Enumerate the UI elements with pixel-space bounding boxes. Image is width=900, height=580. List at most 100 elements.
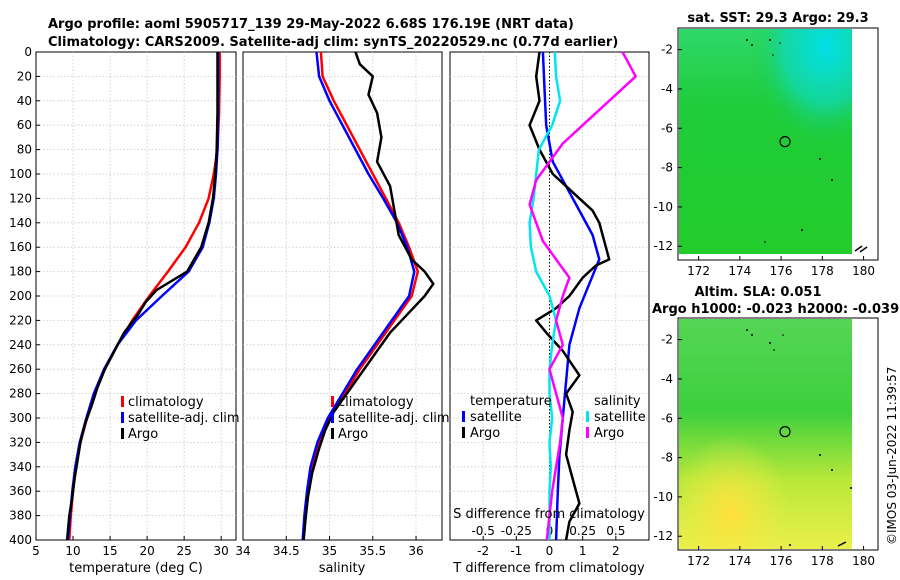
salinity-panel: 34 34.5 35 35.5 36 salinity climatology sate… xyxy=(235,51,450,576)
map-x-tick-label: 180 xyxy=(852,264,875,278)
difference-s-label: S difference from climatology xyxy=(453,507,645,522)
temperature-x-ticks: 5 10 15 20 25 30 xyxy=(32,536,229,558)
x-tick-label: 36 xyxy=(408,544,423,558)
sst-map-y-ticks: -2 -4 -6 -8 -10 -12 xyxy=(653,43,682,253)
temperature-legend: climatology satellite-adj. clim Argo xyxy=(121,395,240,442)
difference-legend: temperature satellite Argo salinity sate… xyxy=(462,394,646,441)
legend-swatch-climatology xyxy=(331,396,334,407)
salinity-x-ticks: 34 34.5 35 35.5 36 xyxy=(235,536,424,558)
temperature-panel: 0 20 40 60 80 100 120 140 160 180 200 220 240 260 280 3… xyxy=(9,45,240,576)
difference-xlabel: T difference from climatology xyxy=(452,561,645,576)
y-tick-label: 360 xyxy=(9,484,32,498)
legend-swatch-s-satellite xyxy=(586,411,589,422)
map-y-tick-label: -6 xyxy=(661,411,673,425)
legend-title-temperature: temperature xyxy=(470,394,552,409)
y-tick-label: 0 xyxy=(24,45,32,59)
temperature-xlabel: temperature (deg C) xyxy=(69,561,203,576)
y-tick-label: 20 xyxy=(17,69,32,83)
sla-argo-position-marker xyxy=(779,426,791,438)
map-y-tick-label: -2 xyxy=(661,333,673,347)
difference-x-ticks: -2 -1 0 1 2 xyxy=(477,536,620,558)
sla-map-title-line1: Altim. SLA: 0.051 xyxy=(695,285,822,300)
s-tick-label: -0.5 xyxy=(471,524,494,538)
legend-swatch-argo xyxy=(331,428,334,439)
y-tick-label: 200 xyxy=(9,289,32,303)
series-line-s-argo xyxy=(528,51,637,541)
y-tick-label: 380 xyxy=(9,509,32,523)
sst-argo-position-marker xyxy=(779,136,791,148)
legend-label-t-satellite: satellite xyxy=(470,410,522,425)
y-tick-label: 120 xyxy=(9,191,32,205)
sla-map-y-ticks: -2 -4 -6 -8 -10 -12 xyxy=(653,333,682,543)
x-tick-label: 35.5 xyxy=(359,544,386,558)
y-tick-label: 240 xyxy=(9,338,32,352)
map-x-tick-label: 178 xyxy=(811,554,834,568)
x-tick-label: 34.5 xyxy=(273,544,300,558)
x-tick-label: -2 xyxy=(477,544,489,558)
map-x-tick-label: 172 xyxy=(687,264,710,278)
sla-map-x-ticks: 172 174 176 178 180 xyxy=(687,546,875,568)
imos-watermark: ©IMOS 03-Jun-2022 11:39:57 xyxy=(885,367,899,545)
map-x-tick-label: 172 xyxy=(687,554,710,568)
series-line-argo xyxy=(65,52,219,541)
temperature-y-ticks: 0 20 40 60 80 100 120 140 160 180 200 220 240 260 280 3… xyxy=(9,45,40,547)
s-tick-label: 0.25 xyxy=(569,524,596,538)
s-tick-label: 0.5 xyxy=(606,524,625,538)
sla-map-title-line2: Argo h1000: -0.023 h2000: -0.039 xyxy=(652,302,899,317)
salinity-lines xyxy=(301,51,435,541)
salinity-legend: climatology satellite-adj. clim Argo xyxy=(331,395,450,442)
map-y-tick-label: -6 xyxy=(661,121,673,135)
y-tick-label: 180 xyxy=(9,265,32,279)
y-tick-label: 340 xyxy=(9,460,32,474)
temperature-grid xyxy=(36,52,236,540)
legend-title-salinity: salinity xyxy=(594,394,641,409)
y-tick-label: 100 xyxy=(9,167,32,181)
y-tick-label: 280 xyxy=(9,387,32,401)
map-y-tick-label: -2 xyxy=(661,43,673,57)
y-tick-label: 80 xyxy=(17,143,32,157)
legend-label-argo: Argo xyxy=(128,427,158,442)
y-tick-label: 220 xyxy=(9,313,32,327)
map-y-tick-label: -4 xyxy=(661,82,673,96)
map-x-tick-label: 178 xyxy=(811,264,834,278)
legend-swatch-argo xyxy=(121,428,124,439)
map-y-tick-label: -12 xyxy=(653,239,673,253)
s-tick-label: -0.25 xyxy=(501,524,532,538)
series-line-satellite-adj-clim xyxy=(301,51,416,541)
x-tick-label: 2 xyxy=(612,544,620,558)
y-tick-label: 300 xyxy=(9,411,32,425)
map-x-tick-label: 174 xyxy=(728,554,751,568)
map-y-tick-label: -12 xyxy=(653,529,673,543)
x-tick-label: 20 xyxy=(139,544,154,558)
legend-label-s-argo: Argo xyxy=(594,426,624,441)
salinity-xlabel: salinity xyxy=(319,561,366,576)
series-line-s-satellite xyxy=(528,51,562,540)
map-y-tick-label: -10 xyxy=(653,490,673,504)
y-tick-label: 260 xyxy=(9,362,32,376)
sla-coastline-islands xyxy=(746,329,852,547)
series-line-climatology xyxy=(302,51,420,541)
sst-map-x-ticks: 172 174 176 178 180 xyxy=(687,256,875,278)
legend-label-climatology: climatology xyxy=(338,395,414,410)
x-tick-label: 30 xyxy=(214,544,229,558)
legend-swatch-climatology xyxy=(121,396,124,407)
legend-swatch-s-argo xyxy=(586,427,589,438)
sst-coastline-islands xyxy=(746,39,868,253)
sla-map-panel: Altim. SLA: 0.051 Argo h1000: -0.023 h20… xyxy=(652,285,899,568)
x-tick-label: 0 xyxy=(546,544,554,558)
legend-label-satellite: satellite-adj. clim xyxy=(338,411,450,426)
map-x-tick-label: 176 xyxy=(770,554,793,568)
x-tick-label: 1 xyxy=(579,544,587,558)
y-tick-label: 400 xyxy=(9,533,32,547)
sst-warm-pool xyxy=(679,29,852,254)
legend-label-satellite: satellite-adj. clim xyxy=(128,411,240,426)
temperature-lines xyxy=(65,52,221,541)
y-tick-label: 320 xyxy=(9,435,32,449)
map-y-tick-label: -8 xyxy=(661,451,673,465)
legend-swatch-t-argo xyxy=(462,427,465,438)
x-tick-label: 25 xyxy=(177,544,192,558)
sla-high-anomaly xyxy=(679,319,852,549)
x-tick-label: 35 xyxy=(322,544,337,558)
y-tick-label: 40 xyxy=(17,94,32,108)
